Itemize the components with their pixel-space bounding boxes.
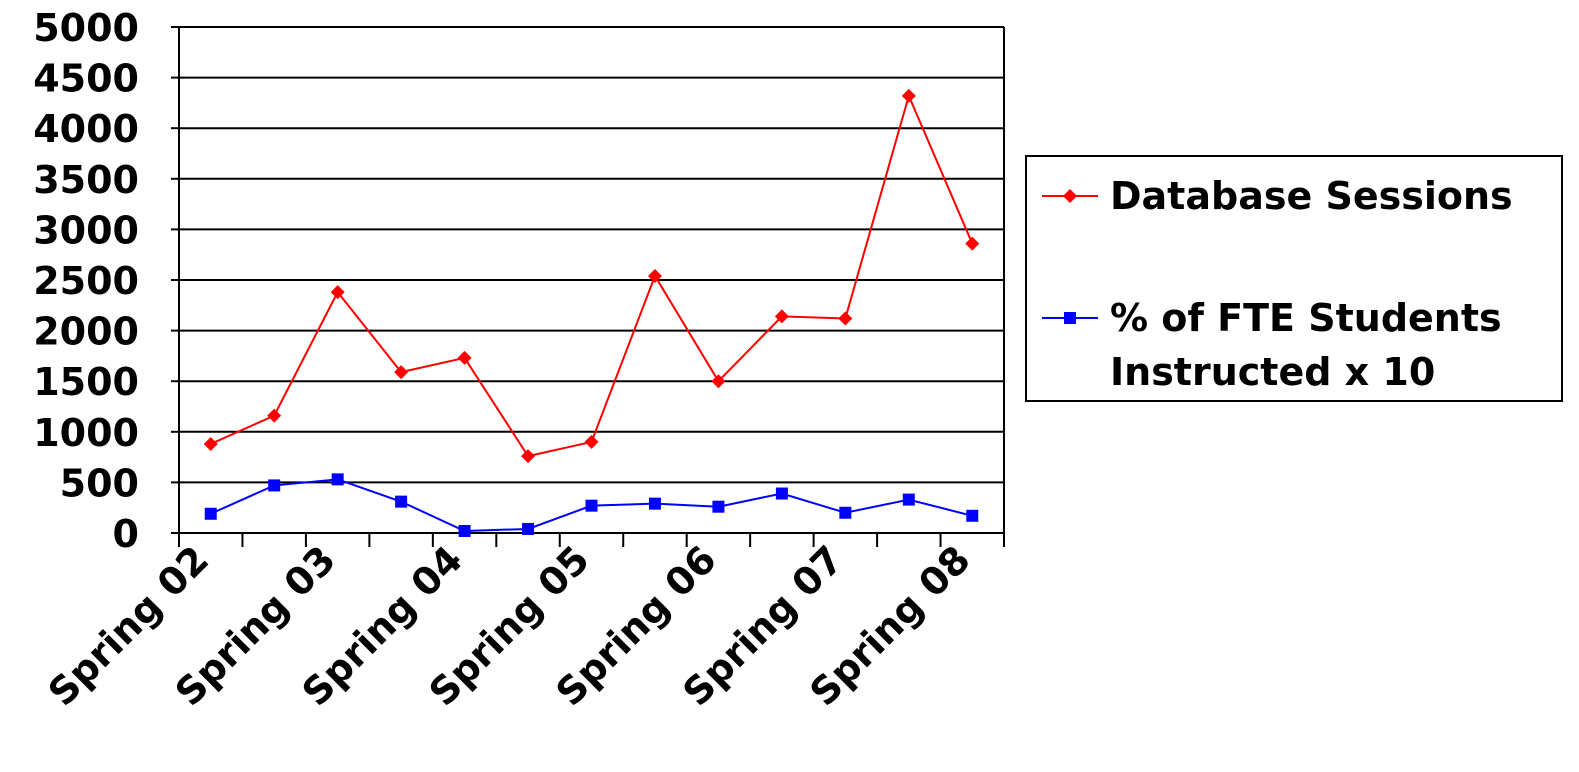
data-point [204,507,217,520]
legend-box [1025,155,1563,402]
legend-label: Database Sessions [1110,174,1513,218]
data-point [648,497,661,510]
y-tick-label: 2000 [33,310,139,354]
data-point [331,473,344,486]
y-tick-label: 3000 [33,208,139,252]
series-line [210,92,974,458]
y-tick-label: 5000 [33,6,139,50]
data-point [267,408,282,423]
data-point [775,487,788,500]
y-tick-label: 4000 [33,107,139,151]
data-point [585,499,598,512]
data-point [711,374,726,389]
y-tick-label: 1000 [33,411,139,455]
gridlines [179,26,1004,484]
data-point [521,449,536,464]
y-tick-label: 3500 [33,158,139,202]
y-tick-label: 4500 [33,57,139,101]
legend-label: % of FTE Students [1110,296,1502,340]
legend: Database Sessions % of FTE Students Instru… [1025,155,1563,402]
data-point [457,350,472,365]
data-point [839,506,852,519]
data-point [902,493,915,506]
data-point [965,236,980,251]
data-point [647,268,662,283]
legend-label: Instructed x 10 [1110,350,1435,394]
legend-swatch-marker [1064,312,1076,324]
data-point [966,509,979,522]
legend-entry: Database Sessions [1042,174,1513,218]
data-point [901,88,916,103]
data-point [838,311,853,326]
axes [171,26,1005,547]
legend-entry: % of FTE Students Instructed x 10 [1042,296,1502,394]
data-point [458,524,471,537]
series-lines [203,88,980,537]
data-point [774,309,789,324]
y-tick-label: 500 [60,461,139,505]
data-point [330,285,345,300]
data-point [712,500,725,513]
y-tick-label: 2500 [33,259,139,303]
y-tick-label: 0 [113,512,139,556]
series-fte-students [204,473,979,537]
data-point [203,436,218,451]
y-tick-label: 1500 [33,360,139,404]
data-point [522,522,535,535]
y-tick-labels: 0 500 1000 1500 2000 2500 3000 3500 4000 4500 5000 [33,6,139,556]
data-point [395,495,408,508]
series-database-sessions [203,88,980,464]
data-point [268,479,281,492]
data-point [394,365,409,380]
data-point [584,434,599,449]
legend-swatch-marker [1063,189,1077,203]
